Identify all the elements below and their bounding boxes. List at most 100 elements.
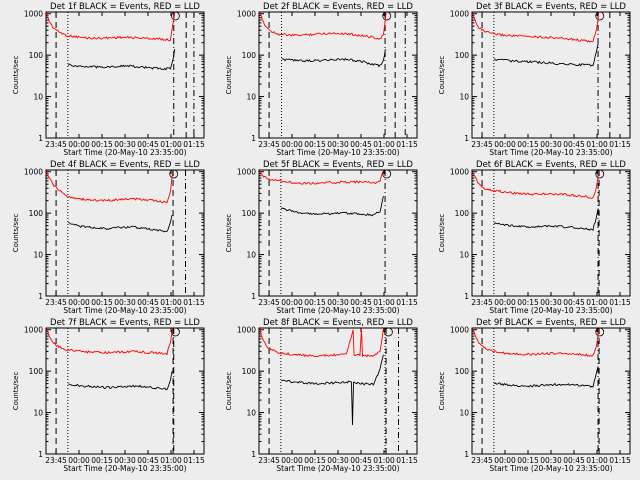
x-tick-label: 00:30 (327, 456, 349, 465)
y-axis-label: Counts/sec (225, 372, 233, 411)
y-tick-label: 100 (29, 367, 44, 376)
x-tick-label: 00:00 (281, 140, 303, 149)
y-tick-label: 10 (33, 93, 43, 102)
x-tick-label: 00:00 (68, 298, 90, 307)
x-tick-label: 00:30 (327, 140, 349, 149)
x-tick-label: 00:15 (517, 140, 539, 149)
x-tick-label: 01:15 (396, 140, 418, 149)
x-tick-label: 00:45 (350, 140, 372, 149)
events-series-line (493, 43, 599, 67)
lld-series-line (259, 11, 387, 41)
x-tick-label: 00:00 (494, 140, 516, 149)
y-tick-label: 100 (242, 367, 257, 376)
top-marker (382, 11, 392, 21)
x-tick-label: 00:00 (68, 140, 90, 149)
y-tick-label: 1000 (450, 326, 469, 335)
plot-frame (471, 11, 631, 139)
x-axis-label: Start Time (20-May-10 23:35:00) (63, 306, 186, 315)
plot-frame (45, 169, 205, 297)
x-tick-label: 23:45 (471, 298, 493, 307)
x-tick-label: 00:30 (540, 298, 562, 307)
y-axis-label: Counts/sec (438, 372, 446, 411)
x-tick-label: 01:15 (609, 298, 631, 307)
y-axis-label: Counts/sec (438, 56, 446, 95)
x-tick-label: 00:15 (91, 298, 113, 307)
events-series-line (280, 195, 384, 217)
events-series-line (281, 49, 386, 68)
panel-title: Det 8f BLACK = Events, RED = LLD (263, 318, 413, 328)
y-tick-label: 10 (33, 251, 43, 260)
x-tick-label: 00:30 (540, 140, 562, 149)
x-tick-label: 00:45 (563, 456, 585, 465)
x-tick-label: 00:15 (304, 140, 326, 149)
y-tick-label: 10 (246, 409, 256, 418)
y-tick-label: 1 (38, 292, 43, 301)
x-tick-label: 00:15 (304, 456, 326, 465)
x-tick-label: 01:15 (396, 456, 418, 465)
x-tick-label: 01:15 (183, 140, 205, 149)
x-tick-label: 00:30 (114, 298, 136, 307)
x-axis-label: Start Time (20-May-10 23:35:00) (276, 148, 399, 157)
x-tick-label: 00:30 (540, 456, 562, 465)
y-tick-label: 100 (242, 51, 257, 60)
y-axis-label: Counts/sec (12, 372, 20, 411)
x-tick-label: 01:00 (373, 298, 395, 307)
x-tick-label: 00:45 (137, 140, 159, 149)
x-tick-label: 01:15 (609, 140, 631, 149)
x-tick-label: 23:45 (471, 140, 493, 149)
top-marker (169, 169, 179, 179)
x-tick-label: 00:45 (137, 456, 159, 465)
y-axis-label: Counts/sec (225, 214, 233, 253)
panel-6: Det 6f BLACK = Events, RED = LLD 1 10 100 10… (438, 160, 631, 315)
x-tick-label: 23:45 (258, 298, 280, 307)
y-tick-label: 1 (251, 450, 256, 459)
y-tick-label: 100 (242, 209, 257, 218)
lld-series-line (46, 11, 176, 42)
x-tick-label: 01:00 (586, 140, 608, 149)
panel-8: Det 8f BLACK = Events, RED = LLD 1 10 100 10… (225, 318, 418, 473)
x-tick-label: 01:00 (160, 140, 182, 149)
y-tick-label: 1 (38, 134, 43, 143)
x-tick-label: 00:45 (137, 298, 159, 307)
x-tick-label: 01:15 (609, 456, 631, 465)
x-tick-label: 00:00 (494, 456, 516, 465)
lld-series-line (472, 12, 600, 43)
x-tick-label: 23:45 (45, 298, 67, 307)
y-tick-label: 1 (38, 450, 43, 459)
y-tick-label: 1000 (237, 168, 256, 177)
y-tick-label: 100 (29, 51, 44, 60)
x-tick-label: 23:45 (258, 140, 280, 149)
plot-frame (471, 327, 631, 455)
x-tick-label: 01:00 (160, 456, 182, 465)
panel-title: Det 1f BLACK = Events, RED = LLD (50, 2, 200, 12)
x-tick-label: 00:30 (114, 456, 136, 465)
x-axis-label: Start Time (20-May-10 23:35:00) (489, 148, 612, 157)
y-tick-label: 1 (464, 134, 469, 143)
y-tick-label: 1 (464, 450, 469, 459)
top-marker (595, 169, 605, 179)
events-series-line (281, 354, 384, 426)
x-axis-label: Start Time (20-May-10 23:35:00) (276, 464, 399, 473)
x-tick-label: 00:30 (327, 298, 349, 307)
plot-frame (45, 327, 205, 455)
x-tick-label: 00:15 (517, 456, 539, 465)
x-tick-label: 00:30 (114, 140, 136, 149)
x-tick-label: 01:00 (373, 456, 395, 465)
x-tick-label: 01:00 (160, 298, 182, 307)
events-series-line (68, 214, 173, 233)
panel-title: Det 5f BLACK = Events, RED = LLD (263, 160, 413, 170)
top-marker (384, 327, 393, 337)
top-marker (595, 327, 605, 337)
panel-title: Det 9f BLACK = Events, RED = LLD (476, 318, 626, 328)
x-tick-label: 23:45 (471, 456, 493, 465)
top-marker (382, 169, 392, 179)
panel-title: Det 7f BLACK = Events, RED = LLD (50, 318, 200, 328)
x-tick-label: 00:00 (281, 298, 303, 307)
panel-3: Det 3f BLACK = Events, RED = LLD 1 10 100 10… (438, 2, 631, 157)
events-series-line (493, 208, 599, 231)
plot-frame (471, 169, 631, 297)
panel-5: Det 5f BLACK = Events, RED = LLD 1 10 100 10… (225, 160, 418, 315)
y-tick-label: 10 (33, 409, 43, 418)
plot-frame (258, 327, 418, 455)
